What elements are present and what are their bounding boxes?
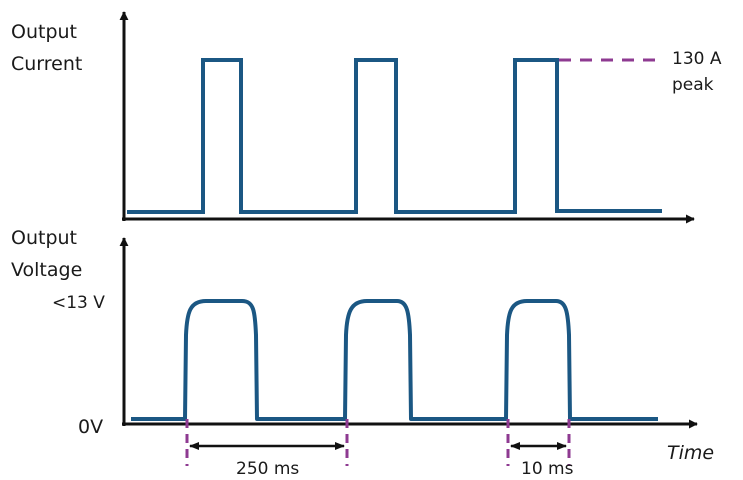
voltage-waveform <box>131 299 658 421</box>
current-label-line2: Current <box>11 53 82 75</box>
pulse-width-label: 10 ms <box>521 459 574 479</box>
voltage-high-label: <13 V <box>52 293 105 313</box>
voltage-label-line1: Output <box>11 227 77 249</box>
current-label-line1: Output <box>11 21 77 43</box>
timing-annotations: 250 ms 10 ms Time <box>185 419 714 479</box>
time-axis-label: Time <box>667 442 714 464</box>
peak-word-label: peak <box>672 75 714 95</box>
voltage-plot: Output Voltage <13 V 0V <box>11 227 698 438</box>
peak-value-label: 130 A <box>672 49 722 69</box>
current-plot: Output Current 130 A peak <box>11 11 722 224</box>
voltage-label-line2: Voltage <box>11 259 82 281</box>
voltage-zero-label: 0V <box>78 416 103 438</box>
period-label: 250 ms <box>236 459 299 479</box>
current-waveform <box>127 58 662 214</box>
